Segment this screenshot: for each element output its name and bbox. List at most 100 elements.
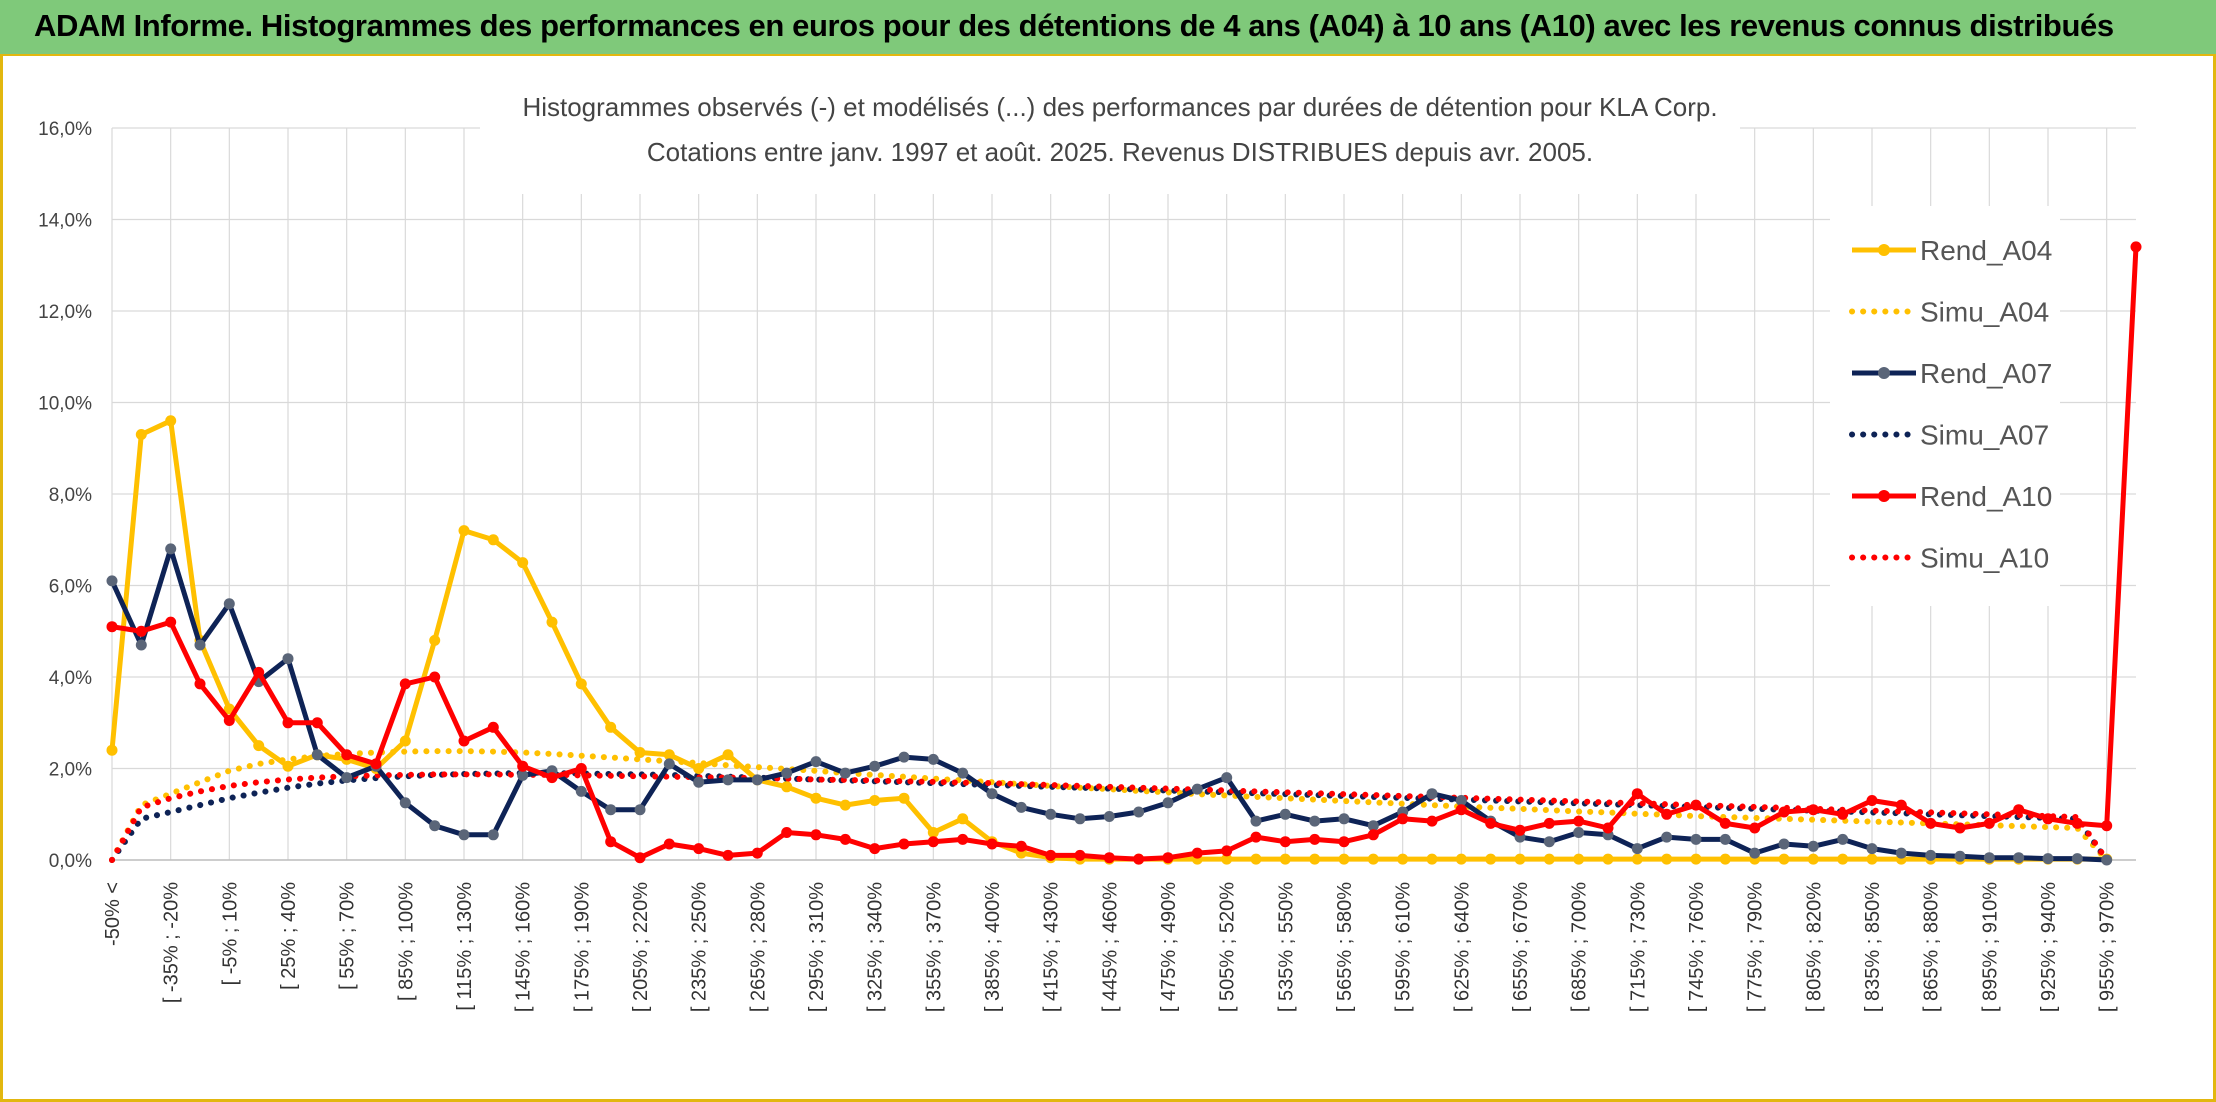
y-tick-label: 12,0% bbox=[38, 302, 92, 323]
data-point bbox=[2013, 852, 2025, 864]
data-point bbox=[839, 799, 851, 811]
data-point bbox=[1133, 853, 1145, 865]
data-point bbox=[2130, 241, 2142, 253]
data-point bbox=[1866, 853, 1878, 865]
series-line bbox=[109, 771, 2110, 863]
x-tick-label: [ 355% ; 370% bbox=[923, 882, 945, 1012]
data-point bbox=[1250, 831, 1262, 843]
x-tick-label: [ 475% ; 490% bbox=[1158, 882, 1180, 1012]
data-point bbox=[751, 774, 763, 786]
data-point bbox=[1338, 853, 1350, 865]
chart-gridlines bbox=[111, 127, 2136, 861]
x-tick-label: [ 325% ; 340% bbox=[865, 882, 887, 1012]
data-point bbox=[1895, 847, 1907, 859]
data-point bbox=[1749, 822, 1761, 834]
series-line bbox=[111, 246, 2139, 862]
data-point bbox=[839, 767, 851, 779]
data-point bbox=[1778, 853, 1790, 865]
data-point bbox=[1455, 853, 1467, 865]
data-point bbox=[517, 557, 529, 569]
data-point bbox=[1221, 853, 1233, 865]
data-point bbox=[399, 797, 411, 809]
data-point bbox=[2042, 853, 2054, 865]
data-point bbox=[605, 721, 617, 733]
data-point bbox=[487, 534, 499, 546]
data-point bbox=[605, 804, 617, 816]
data-point bbox=[1543, 853, 1555, 865]
data-point bbox=[898, 751, 910, 763]
data-point bbox=[1807, 804, 1819, 816]
data-point bbox=[1015, 840, 1027, 852]
data-point bbox=[1573, 815, 1585, 827]
data-point bbox=[1631, 853, 1643, 865]
legend-entry: Rend_A04 bbox=[1852, 235, 2052, 266]
frame-right-border bbox=[2213, 56, 2216, 1102]
x-axis-ticks: -50% < [ -35% ; -20% [ -5% ; 10% [ 25% ; 40… bbox=[102, 882, 2119, 1012]
data-point bbox=[1573, 853, 1585, 865]
data-point bbox=[927, 827, 939, 838]
data-point bbox=[1074, 849, 1086, 861]
data-point bbox=[898, 792, 910, 804]
chart-title-background bbox=[480, 88, 1740, 194]
data-point bbox=[810, 792, 822, 804]
data-point bbox=[1719, 817, 1731, 829]
x-tick-label: [ -5% ; 10% bbox=[219, 882, 241, 986]
data-point bbox=[1543, 836, 1555, 848]
data-point bbox=[311, 717, 323, 729]
x-tick-label: [ 175% ; 190% bbox=[571, 882, 593, 1012]
x-tick-label: [ 565% ; 580% bbox=[1334, 882, 1356, 1012]
legend-label: Simu_A07 bbox=[1920, 420, 2049, 451]
data-point bbox=[458, 735, 470, 747]
x-tick-label: [ 535% ; 550% bbox=[1275, 882, 1297, 1012]
data-point bbox=[2101, 854, 2113, 866]
x-tick-label: [ 295% ; 310% bbox=[806, 882, 828, 1012]
data-point bbox=[1631, 788, 1643, 800]
data-point bbox=[282, 717, 294, 729]
x-tick-label: [ 625% ; 640% bbox=[1451, 882, 1473, 1012]
y-tick-label: 0,0% bbox=[49, 851, 92, 872]
x-tick-label: [ 805% ; 820% bbox=[1803, 882, 1825, 1012]
x-tick-label: [ 595% ; 610% bbox=[1393, 882, 1415, 1012]
data-point bbox=[1162, 852, 1174, 864]
y-tick-label: 6,0% bbox=[49, 577, 92, 598]
data-point bbox=[869, 760, 881, 772]
data-point bbox=[1191, 783, 1203, 795]
data-point bbox=[1045, 808, 1057, 820]
data-point bbox=[810, 829, 822, 841]
data-point bbox=[458, 829, 470, 841]
data-point bbox=[2071, 853, 2083, 865]
chart-title-line1: Histogrammes observés (-) et modélisés (… bbox=[522, 92, 1717, 122]
y-tick-label: 4,0% bbox=[49, 668, 92, 689]
data-point bbox=[517, 760, 529, 772]
data-point bbox=[1602, 822, 1614, 834]
data-point bbox=[751, 847, 763, 859]
legend-label: Rend_A10 bbox=[1920, 481, 2052, 512]
data-point bbox=[1279, 836, 1291, 848]
data-point bbox=[1602, 853, 1614, 865]
data-point bbox=[1426, 815, 1438, 827]
legend-label: Simu_A04 bbox=[1920, 297, 2049, 328]
data-point bbox=[1338, 813, 1350, 825]
x-tick-label: [ -35% ; -20% bbox=[161, 882, 183, 1003]
data-point bbox=[1250, 815, 1262, 827]
data-point bbox=[341, 772, 353, 784]
y-tick-label: 16,0% bbox=[38, 119, 92, 140]
data-point bbox=[546, 616, 558, 628]
series-rend-a10 bbox=[106, 241, 2142, 865]
data-point bbox=[1514, 824, 1526, 836]
data-point bbox=[722, 849, 734, 861]
data-point bbox=[575, 678, 587, 690]
data-point bbox=[986, 838, 998, 850]
data-point bbox=[223, 598, 235, 610]
data-point bbox=[399, 735, 411, 747]
x-tick-label: [ 835% ; 850% bbox=[1862, 882, 1884, 1012]
x-tick-label: [ 745% ; 760% bbox=[1686, 882, 1708, 1012]
data-point bbox=[1397, 853, 1409, 865]
data-point bbox=[722, 749, 734, 761]
data-point bbox=[106, 744, 118, 756]
data-point bbox=[1309, 815, 1321, 827]
data-point bbox=[1925, 849, 1937, 861]
data-point bbox=[898, 838, 910, 850]
data-point bbox=[1983, 817, 1995, 829]
data-point bbox=[663, 749, 675, 761]
